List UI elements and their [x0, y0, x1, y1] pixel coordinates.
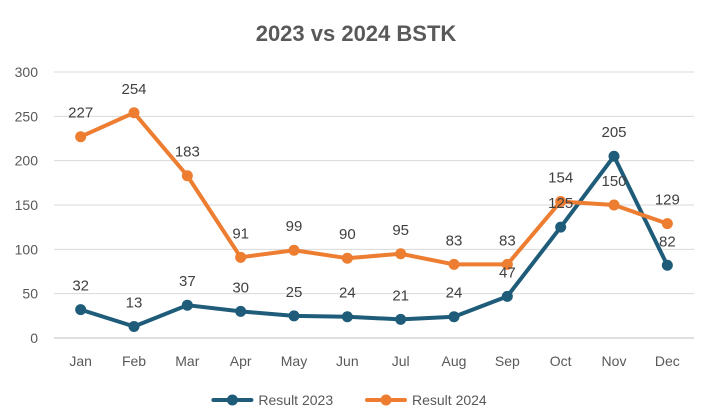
data-point	[341, 252, 353, 264]
data-label: 125	[548, 195, 573, 212]
x-tick-label: Sep	[495, 353, 520, 369]
data-point	[75, 131, 87, 143]
x-tick-label: Dec	[655, 353, 680, 369]
legend-label: Result 2023	[258, 392, 333, 408]
y-tick-label: 300	[15, 64, 39, 80]
x-tick-label: Aug	[442, 353, 467, 369]
data-label: 99	[286, 218, 303, 235]
data-point	[448, 258, 460, 270]
data-label: 90	[339, 226, 356, 243]
x-axis-ticks: Jan Feb Mar Apr May Jun Jul Aug Sep Oct Nov Dec	[69, 353, 679, 369]
data-label: 13	[126, 294, 143, 311]
y-tick-label: 200	[15, 153, 39, 169]
y-tick-label: 250	[15, 108, 39, 124]
series-line-0	[78, 154, 670, 329]
data-label: 205	[601, 124, 626, 141]
data-label: 83	[499, 232, 516, 249]
data-label: 254	[121, 81, 146, 98]
data-point	[555, 221, 567, 233]
legend-swatch-marker	[226, 394, 238, 406]
legend: Result 2023 Result 2024	[211, 392, 487, 408]
legend-item: Result 2024	[365, 392, 487, 408]
chart-title: 2023 vs 2024 BSTK	[256, 21, 457, 46]
data-label: 25	[286, 284, 303, 301]
data-label: 183	[175, 144, 200, 161]
x-tick-label: Oct	[550, 353, 572, 369]
data-point	[128, 320, 140, 332]
data-point	[235, 305, 247, 317]
series-lines	[75, 107, 673, 332]
data-point	[395, 313, 407, 325]
data-point	[395, 248, 407, 260]
y-axis-ticks: 0 50 100 150 200 250 300	[15, 64, 39, 346]
data-point	[75, 304, 87, 316]
x-tick-label: Feb	[122, 353, 146, 369]
x-tick-label: Nov	[602, 353, 627, 369]
legend-label: Result 2024	[412, 392, 487, 408]
x-tick-label: Jan	[69, 353, 92, 369]
data-point	[288, 310, 300, 322]
data-label: 24	[339, 285, 356, 302]
data-label: 47	[499, 264, 516, 281]
gridlines	[54, 71, 694, 339]
data-point	[501, 258, 513, 270]
data-label: 30	[232, 279, 249, 296]
x-tick-label: May	[281, 353, 307, 369]
x-tick-label: Jun	[336, 353, 359, 369]
data-point	[181, 299, 193, 311]
data-point	[448, 311, 460, 323]
y-tick-label: 100	[15, 241, 39, 257]
data-point	[501, 290, 513, 302]
y-tick-label: 150	[15, 197, 39, 213]
data-label: 129	[655, 192, 680, 209]
data-label: 37	[179, 273, 196, 290]
legend-item: Result 2023	[211, 392, 333, 408]
data-point	[608, 150, 620, 162]
data-point	[661, 259, 673, 271]
data-point	[128, 107, 140, 119]
data-point	[235, 251, 247, 263]
data-point	[181, 170, 193, 182]
data-label: 91	[232, 225, 249, 242]
data-point	[608, 199, 620, 211]
data-label: 24	[446, 285, 463, 302]
series-line-1	[78, 110, 670, 267]
data-label: 150	[601, 173, 626, 190]
x-tick-label: Apr	[230, 353, 252, 369]
x-tick-label: Jul	[392, 353, 410, 369]
data-label: 82	[659, 233, 676, 250]
data-label: 95	[392, 222, 409, 239]
data-labels: 32 13 37 30 25 24 21 24 47 125 205 82 227 254 183 91 99 9…	[68, 81, 680, 312]
data-point	[341, 311, 353, 323]
data-label: 21	[392, 287, 409, 304]
data-label: 32	[72, 278, 89, 295]
x-tick-label: Mar	[175, 353, 199, 369]
data-point	[661, 218, 673, 230]
data-label: 83	[446, 232, 463, 249]
data-point	[555, 195, 567, 207]
y-tick-label: 0	[30, 330, 38, 346]
legend-swatch-marker	[380, 394, 392, 406]
y-tick-label: 50	[22, 286, 38, 302]
data-label: 227	[68, 105, 93, 122]
data-point	[288, 244, 300, 256]
data-label: 154	[548, 169, 573, 186]
